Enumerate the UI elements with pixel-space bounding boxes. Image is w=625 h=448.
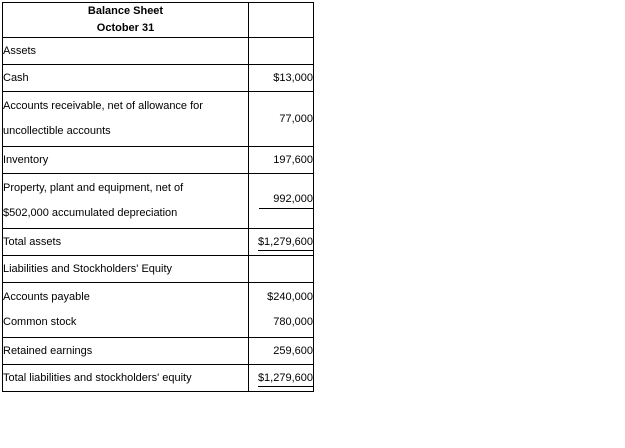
title-amount-cell-empty: [248, 2, 314, 38]
table-row-payable-and-common-stock: Accounts payable Common stock $240,000 7…: [2, 282, 314, 338]
row-amount-property-plant-equipment: 992,000: [248, 173, 314, 229]
balance-sheet-container: Balance Sheet October 31 Assets Cash $13…: [2, 2, 314, 392]
row-label-inventory: Inventory: [2, 146, 249, 174]
table-row-retained-earnings: Retained earnings 259,600: [2, 337, 314, 365]
table-row-total-liabilities-equity: Total liabilities and stockholders' equi…: [2, 364, 314, 392]
row-amount-total-assets: $1,279,600: [248, 228, 314, 256]
row-label-payable-common-stock: Accounts payable Common stock: [2, 282, 249, 338]
table-row-cash: Cash $13,000: [2, 64, 314, 92]
balance-sheet-table: Balance Sheet October 31 Assets Cash $13…: [2, 2, 314, 392]
table-row-title: Balance Sheet October 31: [2, 2, 314, 38]
section-heading-liabilities: Liabilities and Stockholders' Equity: [2, 255, 249, 283]
row-amount-total-liabilities-equity: $1,279,600: [248, 364, 314, 392]
row-label-total-liabilities-equity: Total liabilities and stockholders' equi…: [2, 364, 249, 392]
section-heading-assets: Assets: [2, 37, 249, 65]
table-row-inventory: Inventory 197,600: [2, 146, 314, 174]
row-label-retained-earnings: Retained earnings: [2, 337, 249, 365]
row-label-property-plant-equipment: Property, plant and equipment, net of $5…: [2, 173, 249, 229]
section-heading-assets-label: Assets: [3, 44, 37, 57]
liabilities-heading-amount-empty: [248, 255, 314, 283]
table-row-total-assets: Total assets $1,279,600: [2, 228, 314, 256]
table-row-assets-heading: Assets: [2, 37, 314, 65]
statement-title: Balance Sheet: [87, 5, 164, 17]
table-row-property-plant-equipment: Property, plant and equipment, net of $5…: [2, 173, 314, 229]
row-label-total-assets: Total assets: [2, 228, 249, 256]
row-label-cash: Cash: [2, 64, 249, 92]
row-amount-cash: $13,000: [248, 64, 314, 92]
statement-date: October 31: [96, 22, 155, 34]
statement-title-cell: Balance Sheet October 31: [2, 2, 249, 38]
row-amount-accounts-receivable: 77,000: [248, 91, 314, 147]
row-amount-payable-common-stock: $240,000 780,000: [248, 282, 314, 338]
section-heading-liabilities-label: Liabilities and Stockholders' Equity: [3, 262, 173, 275]
table-row-liabilities-heading: Liabilities and Stockholders' Equity: [2, 255, 314, 283]
row-label-accounts-receivable: Accounts receivable, net of allowance fo…: [2, 91, 249, 147]
row-amount-retained-earnings: 259,600: [248, 337, 314, 365]
row-amount-inventory: 197,600: [248, 146, 314, 174]
table-row-accounts-receivable: Accounts receivable, net of allowance fo…: [2, 91, 314, 147]
assets-heading-amount-empty: [248, 37, 314, 65]
